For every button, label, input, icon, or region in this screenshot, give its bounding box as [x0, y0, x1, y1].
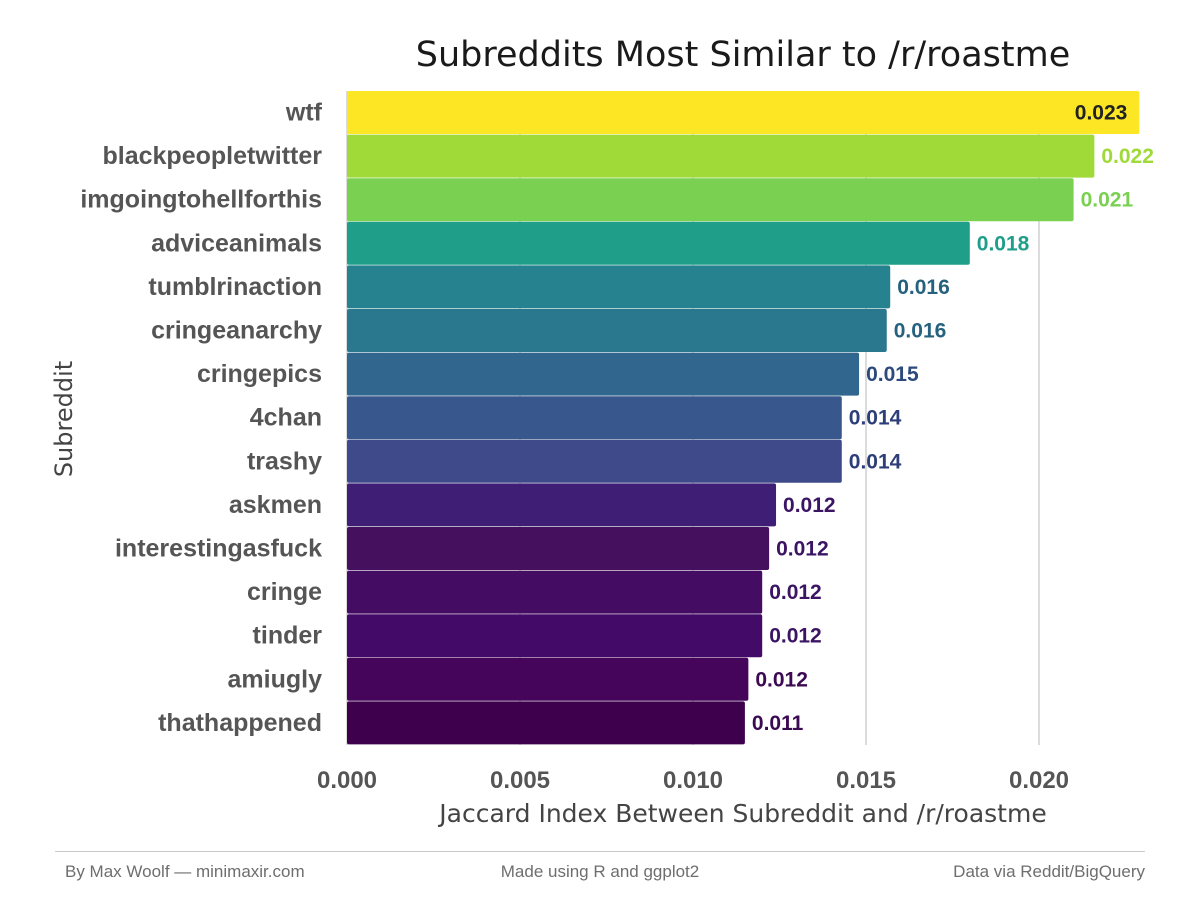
bar: [347, 527, 770, 570]
bar-value-labels: 0.023 0.022 0.021 0.018 0.016 0.016 0.015 0.014…: [752, 102, 1154, 735]
bar-value-label: 0.021: [1081, 189, 1134, 212]
bar: [347, 91, 1140, 134]
bar-value-label: 0.022: [1101, 145, 1154, 168]
bar: [347, 701, 745, 745]
category-label: tinder: [253, 622, 323, 650]
footer-credit: By Max Woolf — minimaxir.com: [65, 862, 305, 881]
x-tick-label: 0.015: [836, 767, 896, 794]
bar: [347, 265, 891, 309]
bar: [347, 352, 860, 396]
bar-value-label: 0.023: [1075, 102, 1128, 125]
bar-chart: 0.023 0.022 0.021 0.018 0.016 0.016 0.015 0.014…: [50, 35, 1154, 828]
bar-value-label: 0.012: [755, 668, 808, 691]
bar-value-label: 0.014: [849, 407, 902, 430]
category-label: 4chan: [250, 404, 322, 432]
category-label: cringe: [247, 578, 322, 606]
category-label: cringepics: [197, 360, 322, 388]
category-label: thathappened: [158, 709, 322, 737]
category-label: trashy: [247, 447, 322, 475]
footer-source: Data via Reddit/BigQuery: [953, 862, 1145, 881]
x-tick-label: 0.010: [663, 767, 723, 794]
x-tick-label: 0.020: [1009, 767, 1069, 794]
bars: [347, 91, 1140, 745]
x-tick-label: 0.000: [317, 767, 377, 794]
x-tick-label: 0.005: [490, 767, 550, 794]
footer-tool: Made using R and ggplot2: [500, 862, 700, 881]
bar: [347, 134, 1095, 178]
bar-value-label: 0.011: [752, 712, 804, 735]
bar: [347, 439, 842, 483]
bar: [347, 396, 842, 440]
category-label: adviceanimals: [151, 229, 322, 257]
bar: [347, 178, 1074, 222]
x-tick-labels: 0.000 0.005 0.010 0.015 0.020: [317, 767, 1069, 794]
category-label: blackpeopletwitter: [103, 142, 323, 170]
bar-value-label: 0.016: [894, 320, 947, 343]
chart-title: Subreddits Most Similar to /r/roastme: [416, 35, 1070, 75]
category-label: askmen: [229, 491, 322, 519]
bar: [347, 657, 749, 701]
category-label: interestingasfuck: [115, 535, 322, 563]
bar-value-label: 0.012: [769, 625, 822, 648]
bar: [347, 309, 887, 352]
category-label: tumblrinaction: [148, 273, 322, 301]
x-axis-title: Jaccard Index Between Subreddit and /r/r…: [437, 799, 1046, 828]
bar-value-label: 0.018: [977, 232, 1030, 255]
bar-value-label: 0.012: [769, 581, 822, 604]
category-label: wtf: [285, 99, 323, 127]
category-label: imgoingtohellforthis: [80, 186, 322, 214]
bar-value-label: 0.014: [849, 450, 902, 473]
category-label: cringeanarchy: [151, 317, 322, 345]
y-axis-title: Subreddit: [50, 361, 78, 477]
bar: [347, 483, 777, 527]
bar: [347, 570, 763, 614]
bar: [347, 614, 763, 658]
category-label: amiugly: [228, 665, 323, 693]
bar: [347, 221, 970, 265]
category-labels: wtf blackpeopletwitter imgoingtohellforthi…: [80, 99, 322, 737]
bar-value-label: 0.016: [897, 276, 950, 299]
bar-value-label: 0.012: [783, 494, 836, 517]
bar-value-label: 0.012: [776, 538, 829, 561]
bar-value-label: 0.015: [866, 363, 919, 386]
footer: By Max Woolf — minimaxir.com Made using …: [55, 851, 1145, 892]
